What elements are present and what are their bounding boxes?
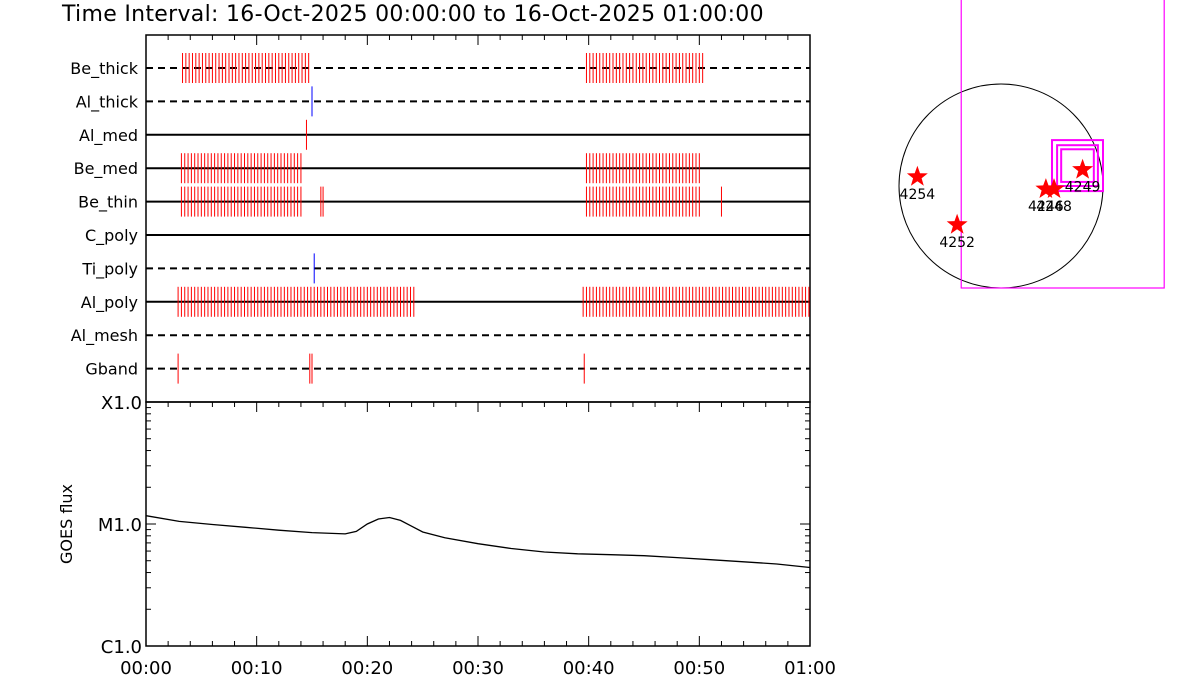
field-of-view-box: [1051, 139, 1104, 193]
field-of-view-box: [960, 0, 1165, 289]
goes-frame: [145, 401, 811, 647]
channel-label-be-thick: Be_thick: [70, 59, 138, 79]
active-region-label: 4252: [939, 235, 975, 251]
channel-label-be-med: Be_med: [74, 159, 138, 179]
active-region-star: [1035, 178, 1057, 198]
channel-label-c-poly: C_poly: [85, 226, 138, 246]
field-of-view-box: [1060, 148, 1095, 183]
channel-label-ti-poly: Ti_poly: [81, 259, 138, 279]
goes-x-tick-label: 00:30: [452, 658, 504, 679]
goes-x-tick-label: 00:50: [673, 658, 725, 679]
active-region-label: 4249: [1065, 180, 1101, 196]
goes-y-tick-label: X1.0: [101, 393, 142, 414]
active-region-label: 4246: [1028, 199, 1064, 215]
active-region-label: 4248: [1036, 199, 1072, 215]
channel-label-al-mesh: Al_mesh: [71, 326, 138, 346]
goes-x-tick-label: 01:00: [784, 658, 836, 679]
active-region-star: [1043, 178, 1065, 198]
channel-label-al-thick: Al_thick: [76, 92, 139, 112]
channel-label-gband: Gband: [85, 360, 138, 379]
goes-y-tick-label: C1.0: [101, 637, 142, 658]
goes-x-tick-label: 00:20: [341, 658, 393, 679]
active-region-star: [1072, 158, 1094, 179]
goes-flux-panel: 00:00 00:10 00:20 00:30 00:40 00:50 01:00 X1.0 M…: [57, 393, 836, 679]
chart-title: Time Interval: 16-Oct-2025 00:00:00 to 1…: [62, 2, 764, 27]
goes-y-tick-label: M1.0: [98, 515, 142, 536]
goes-x-tick-label: 00:40: [563, 658, 615, 679]
channel-label-al-med: Al_med: [79, 126, 138, 146]
goes-x-tick-label: 00:00: [120, 658, 172, 679]
channel-label-al-poly: Al_poly: [81, 293, 138, 313]
field-of-view-box: [1056, 144, 1099, 187]
attenuator-timeline-panel: Be_thick Al_thick Al_med Be_med Be_thin C_pol…: [70, 34, 811, 403]
goes-flux-line: [145, 515, 811, 569]
goes-x-tick-label: 00:10: [231, 658, 283, 679]
channel-label-be-thin: Be_thin: [78, 193, 138, 213]
goes-y-axis-label: GOES flux: [57, 484, 76, 564]
active-region-star: [946, 213, 968, 234]
timeline-frame: [145, 34, 811, 403]
active-region-label: 4254: [900, 187, 936, 203]
active-region-star: [906, 165, 928, 186]
